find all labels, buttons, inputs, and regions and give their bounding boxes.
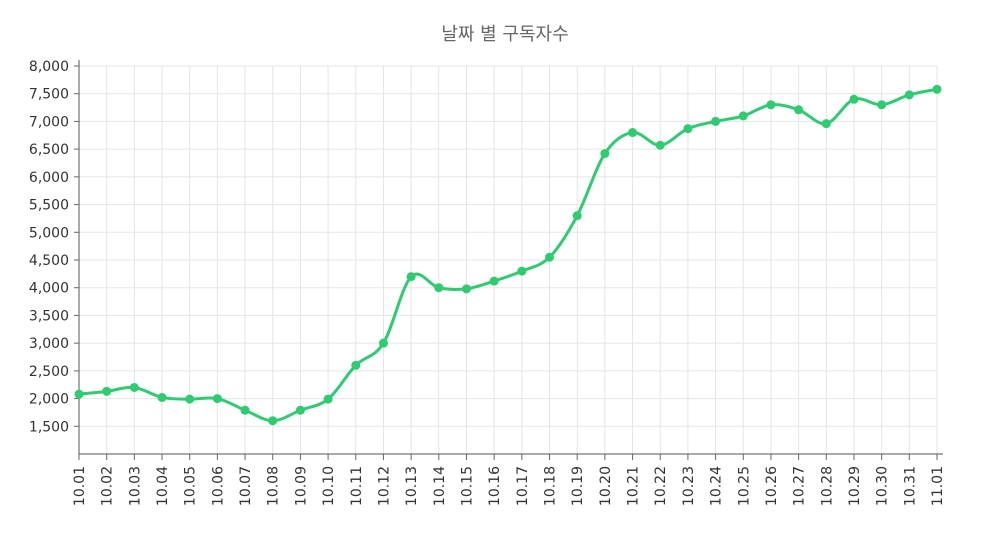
y-tick-label: 8,000 bbox=[29, 59, 69, 75]
data-point[interactable] bbox=[351, 360, 361, 370]
x-tick-label: 10.19 bbox=[570, 466, 586, 506]
x-tick-label: 10.05 bbox=[183, 466, 199, 506]
data-point[interactable] bbox=[406, 272, 416, 282]
data-point[interactable] bbox=[821, 119, 831, 129]
y-tick-label: 2,000 bbox=[29, 392, 69, 408]
x-tick-label: 10.27 bbox=[792, 466, 808, 506]
data-point[interactable] bbox=[904, 90, 914, 100]
x-tick-label: 10.30 bbox=[875, 466, 891, 506]
data-point[interactable] bbox=[711, 116, 721, 126]
data-point[interactable] bbox=[738, 111, 748, 121]
x-tick-label: 10.20 bbox=[598, 466, 614, 506]
x-tick-label: 11.01 bbox=[930, 466, 946, 506]
data-point[interactable] bbox=[323, 394, 333, 404]
x-tick-label: 10.24 bbox=[709, 466, 725, 506]
y-tick-label: 4,500 bbox=[29, 253, 69, 269]
y-tick-label: 6,000 bbox=[29, 170, 69, 186]
data-point[interactable] bbox=[628, 128, 638, 138]
x-axis-ticks: 10.01 10.02 10.03 10.04 10.05 10.06 10.07 10.08… bbox=[72, 454, 946, 506]
data-point[interactable] bbox=[212, 394, 222, 404]
y-tick-label: 7,000 bbox=[29, 114, 69, 130]
data-point[interactable] bbox=[545, 252, 555, 262]
x-tick-label: 10.17 bbox=[515, 466, 531, 506]
data-point[interactable] bbox=[932, 84, 942, 94]
x-tick-label: 10.04 bbox=[155, 466, 171, 506]
x-tick-label: 10.21 bbox=[626, 466, 642, 506]
x-tick-label: 10.22 bbox=[653, 466, 669, 506]
data-point[interactable] bbox=[683, 124, 693, 134]
x-tick-label: 10.16 bbox=[487, 466, 503, 506]
x-tick-label: 10.11 bbox=[349, 466, 365, 506]
data-point[interactable] bbox=[129, 382, 139, 392]
y-tick-label: 4,000 bbox=[29, 281, 69, 297]
x-tick-label: 10.26 bbox=[764, 466, 780, 506]
x-tick-label: 10.18 bbox=[543, 466, 559, 506]
x-tick-label: 10.09 bbox=[293, 466, 309, 506]
y-tick-label: 3,000 bbox=[29, 336, 69, 352]
x-tick-label: 10.12 bbox=[376, 466, 392, 506]
data-point[interactable] bbox=[877, 100, 887, 110]
data-point[interactable] bbox=[461, 284, 471, 294]
x-tick-label: 10.14 bbox=[432, 466, 448, 506]
data-point[interactable] bbox=[794, 105, 804, 115]
y-tick-label: 5,500 bbox=[29, 198, 69, 214]
x-tick-label: 10.28 bbox=[819, 466, 835, 506]
data-point[interactable] bbox=[434, 283, 444, 293]
x-tick-label: 10.31 bbox=[902, 466, 918, 506]
x-tick-label: 10.03 bbox=[127, 466, 143, 506]
data-point[interactable] bbox=[572, 211, 582, 221]
x-tick-label: 10.08 bbox=[266, 466, 282, 506]
y-tick-label: 5,000 bbox=[29, 225, 69, 241]
x-tick-label: 10.06 bbox=[210, 466, 226, 506]
x-tick-label: 10.01 bbox=[72, 466, 88, 506]
series-group bbox=[74, 84, 942, 426]
data-point[interactable] bbox=[295, 405, 305, 415]
x-tick-label: 10.29 bbox=[847, 466, 863, 506]
y-axis-ticks: 1,500 2,000 2,500 3,000 3,500 4,000 4,500 5,000… bbox=[29, 59, 79, 435]
x-tick-label: 10.07 bbox=[238, 466, 254, 506]
x-tick-label: 10.10 bbox=[321, 466, 337, 506]
chart-title: 날짜 별 구독자수 bbox=[441, 24, 568, 45]
data-point[interactable] bbox=[268, 416, 278, 426]
data-point[interactable] bbox=[766, 100, 776, 110]
y-tick-label: 2,500 bbox=[29, 364, 69, 380]
data-point[interactable] bbox=[378, 338, 388, 348]
data-point[interactable] bbox=[517, 266, 527, 276]
x-tick-label: 10.13 bbox=[404, 466, 420, 506]
data-point[interactable] bbox=[240, 405, 250, 415]
x-tick-label: 10.23 bbox=[681, 466, 697, 506]
data-point[interactable] bbox=[489, 276, 499, 286]
data-point[interactable] bbox=[157, 392, 167, 402]
data-point[interactable] bbox=[655, 140, 665, 150]
x-tick-label: 10.02 bbox=[100, 466, 116, 506]
x-tick-label: 10.25 bbox=[736, 466, 752, 506]
data-point[interactable] bbox=[849, 94, 859, 104]
data-point[interactable] bbox=[185, 394, 195, 404]
y-tick-label: 6,500 bbox=[29, 142, 69, 158]
x-tick-label: 10.15 bbox=[459, 466, 475, 506]
y-tick-label: 7,500 bbox=[29, 87, 69, 103]
y-tick-label: 3,500 bbox=[29, 308, 69, 324]
y-tick-label: 1,500 bbox=[29, 419, 69, 435]
data-point[interactable] bbox=[74, 389, 84, 399]
data-point[interactable] bbox=[102, 386, 112, 396]
grid-lines bbox=[78, 65, 938, 454]
data-point[interactable] bbox=[600, 149, 610, 159]
